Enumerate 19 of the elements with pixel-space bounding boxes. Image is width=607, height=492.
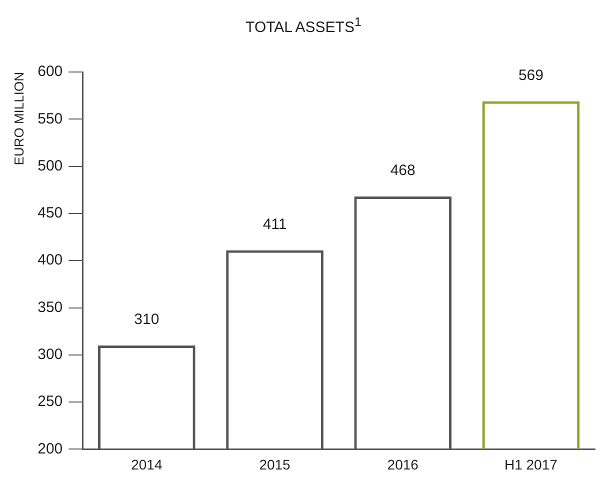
y-tick-label: 200 — [38, 440, 63, 458]
y-tick-label: 350 — [38, 298, 63, 316]
y-tick-label: 400 — [38, 252, 63, 269]
x-tick-label: H1 2017 — [504, 456, 558, 472]
y-tick-label: 250 — [38, 393, 63, 410]
data-label: 310 — [134, 311, 160, 328]
data-label: 411 — [262, 216, 287, 233]
x-tick-label: 2016 — [387, 456, 419, 472]
y-tick-label: 500 — [38, 157, 63, 174]
x-tick-label: 2015 — [259, 456, 291, 472]
data-label: 468 — [390, 162, 416, 180]
y-axis-title: EURO MILLION — [11, 72, 26, 166]
data-label: 569 — [518, 66, 544, 84]
x-tick-label: 2014 — [131, 456, 162, 472]
chart-title: TOTAL ASSETS$^{1}$ — [244, 14, 362, 38]
y-tick-label: 550 — [38, 110, 63, 128]
y-tick-label: 300 — [38, 346, 63, 364]
y-tick-label: 600 — [38, 63, 63, 80]
y-tick-label: 450 — [38, 204, 63, 222]
